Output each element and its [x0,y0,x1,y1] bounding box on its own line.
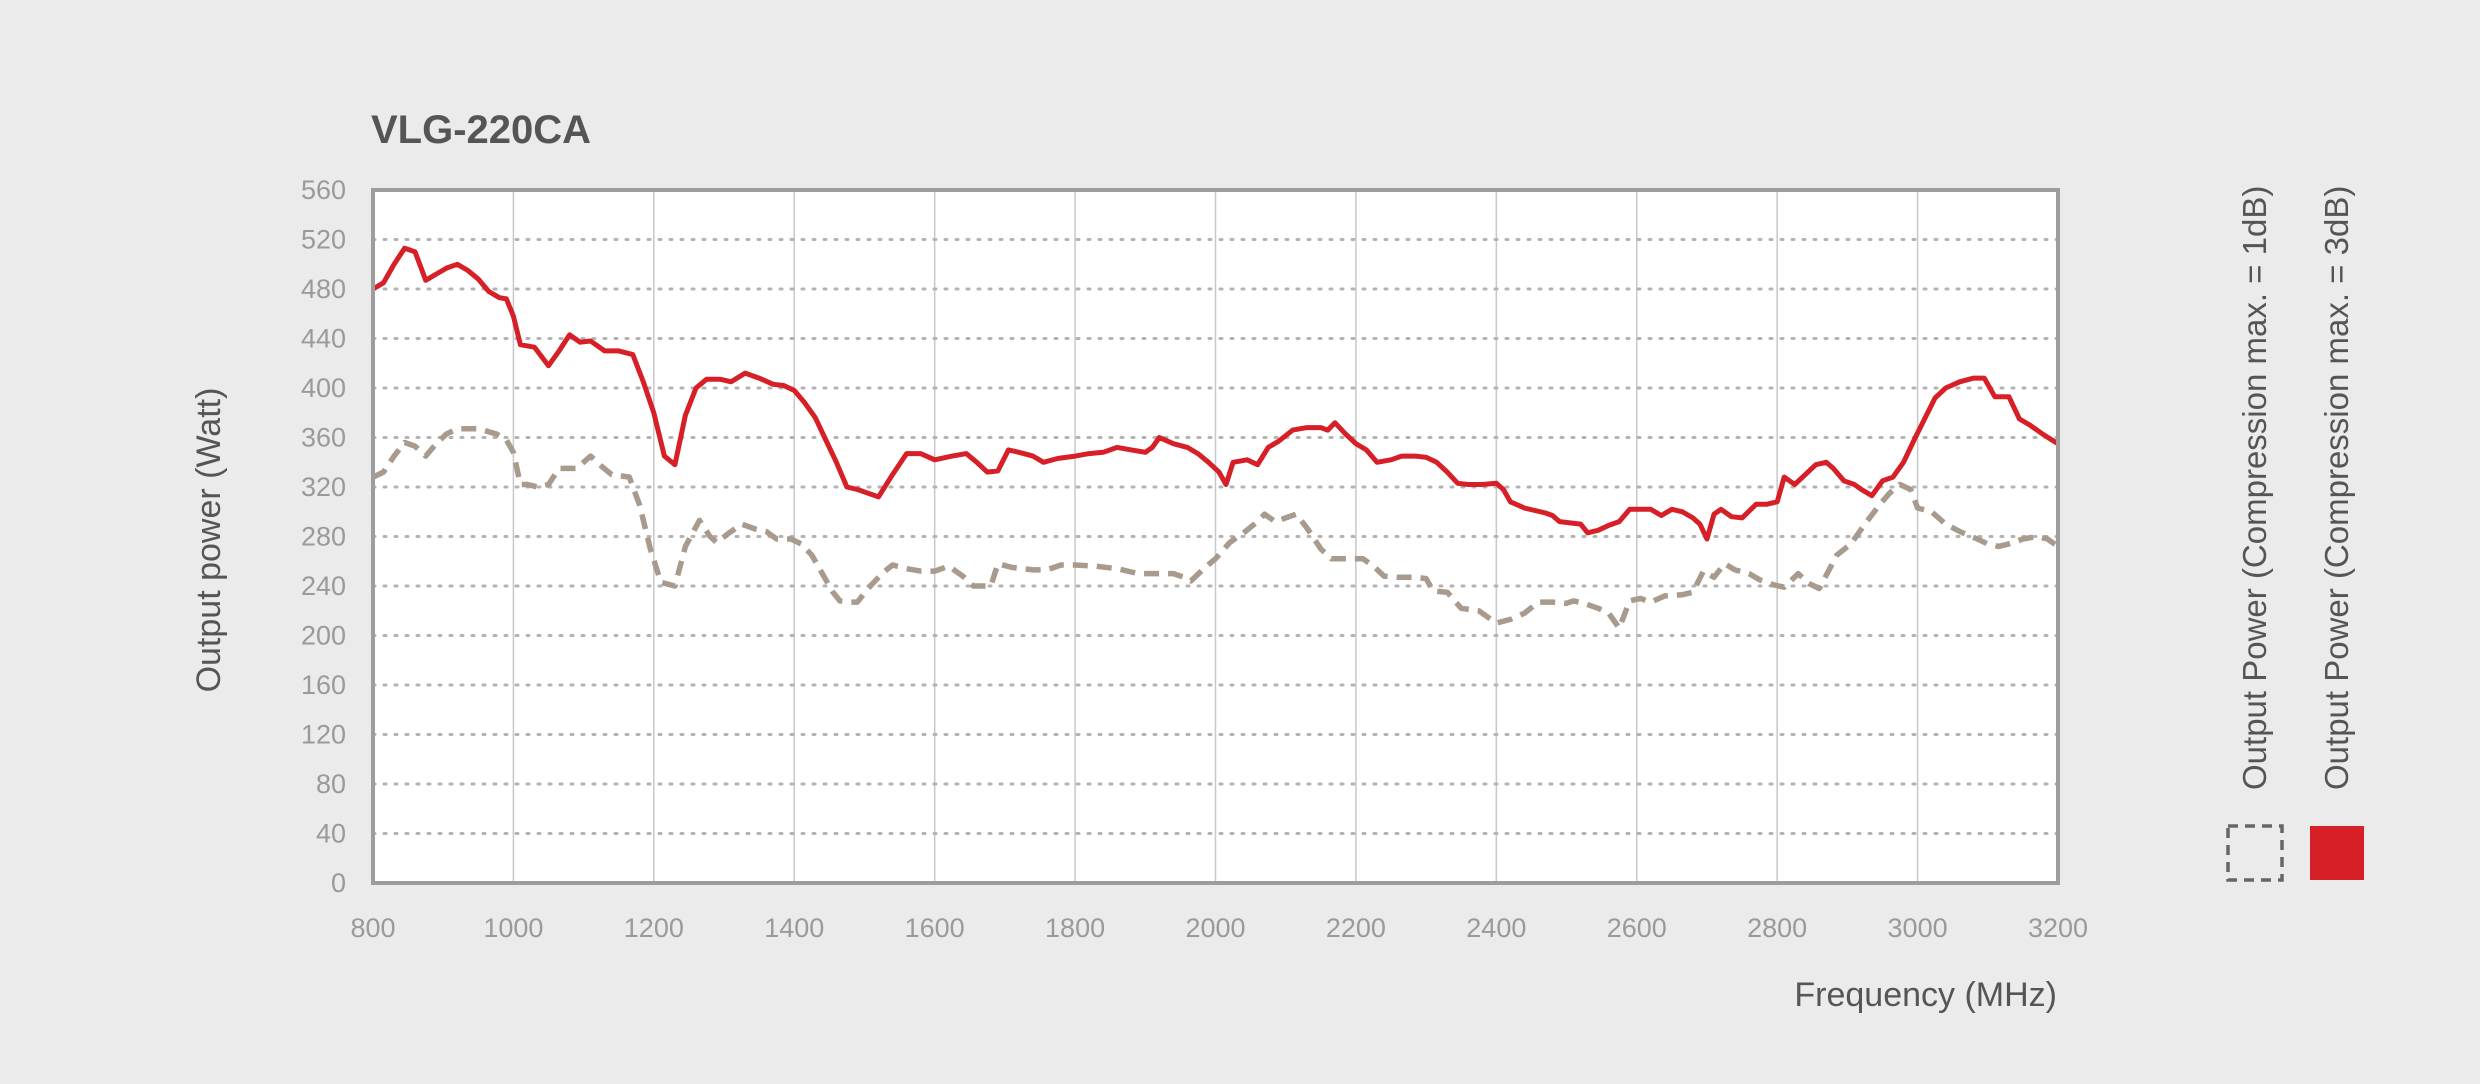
legend-swatch-1 [2226,824,2284,882]
plot-area: 800 1000 1200 1400 1600 1800 2000 2200 2400 2600 2… [301,175,2088,943]
x-tick-label: 1000 [483,913,543,943]
legend-label-2: Output Power (Compression max. = 3dB) [2318,186,2355,790]
x-tick-label: 1600 [905,913,965,943]
x-tick-label: 3200 [2028,913,2088,943]
legend: Output Power (Compression max. = 1dB) Out… [2226,186,2364,882]
x-tick-label: 2000 [1185,913,1245,943]
y-tick-label: 280 [301,522,346,552]
x-tick-label: 2800 [1747,913,1807,943]
y-tick-label: 440 [301,324,346,354]
legend-label-1: Output Power (Compression max. = 1dB) [2236,186,2273,790]
x-tick-label: 3000 [1888,913,1948,943]
chart-title: VLG-220CA [371,108,591,152]
x-axis-label: Frequency (MHz) [1794,976,2057,1014]
y-tick-label: 40 [316,819,346,849]
y-tick-label: 400 [301,373,346,403]
x-tick-label: 800 [350,913,395,943]
x-tick-label: 1200 [624,913,684,943]
y-tick-label: 0 [331,868,346,898]
series-line-2 [371,245,2060,542]
y-tick-label: 520 [301,225,346,255]
x-tick-label: 2600 [1607,913,1667,943]
y-tick-label: 120 [301,720,346,750]
y-tick-label: 480 [301,274,346,304]
y-tick-label: 160 [301,670,346,700]
legend-swatch-2 [2310,826,2364,880]
y-tick-label: 360 [301,423,346,453]
x-tick-label: 1400 [764,913,824,943]
y-axis-label: Output power (Watt) [190,388,228,693]
y-tick-label: 200 [301,621,346,651]
x-tick-label: 2400 [1466,913,1526,943]
x-tick-label: 2200 [1326,913,1386,943]
y-tick-label: 320 [301,472,346,502]
y-tick-label: 240 [301,571,346,601]
series-line-1 [371,426,2060,631]
x-tick-label: 1800 [1045,913,1105,943]
y-tick-label: 80 [316,769,346,799]
plot-frame [371,188,2060,885]
y-tick-label: 560 [301,175,346,205]
